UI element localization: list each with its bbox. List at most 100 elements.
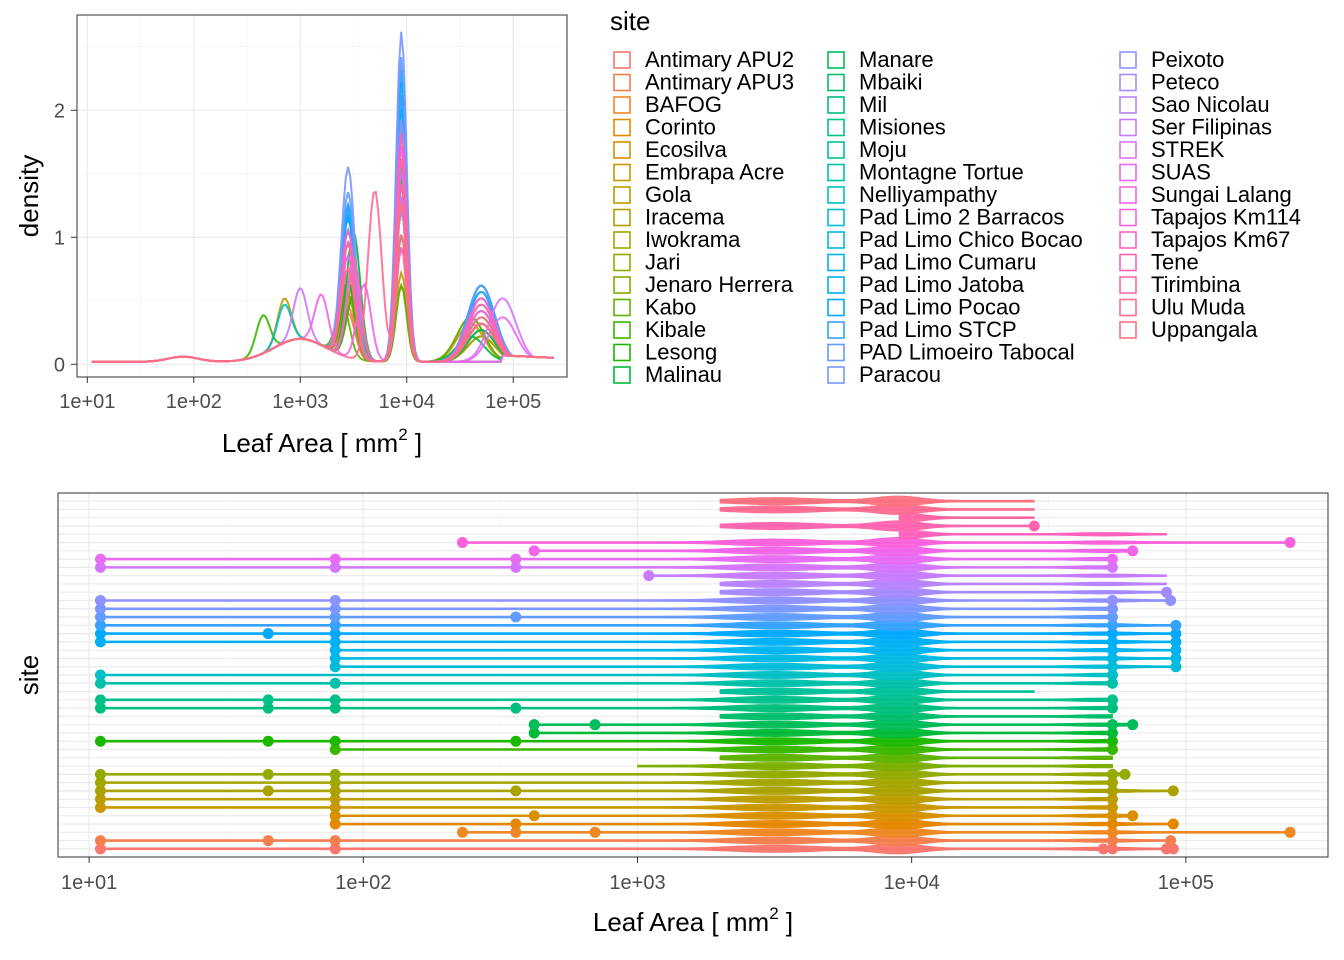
outlier-point <box>1106 810 1118 822</box>
outlier-point <box>1167 843 1179 855</box>
violin-row <box>94 619 1182 631</box>
outlier-point <box>1127 545 1139 557</box>
legend-item: Lesong <box>613 340 717 365</box>
outlier-point <box>329 793 341 805</box>
legend-key <box>613 73 631 92</box>
legend-label: Ulu Muda <box>1151 295 1246 320</box>
violin-row <box>94 793 1118 805</box>
legend-item: Pad Limo STCP <box>827 317 1017 342</box>
legend-item: SUAS <box>1119 160 1211 185</box>
legend-item: Nelliyampathy <box>827 182 997 207</box>
legend-label: BAFOG <box>645 92 722 117</box>
x-tick-label: 1e+04 <box>379 391 435 413</box>
legend-item: Embrapa Acre <box>613 160 784 185</box>
violin-row <box>719 578 1167 590</box>
outlier-point <box>589 826 601 838</box>
outlier-point <box>329 652 341 664</box>
violin-row <box>528 545 1139 557</box>
legend-label: Pad Limo Chico Bocao <box>859 227 1083 252</box>
legend-item: Mil <box>827 92 887 117</box>
violin-row <box>719 586 1172 598</box>
outlier-point <box>1106 619 1118 631</box>
legend-item: Ecosilva <box>613 137 728 162</box>
violin-row <box>528 727 1118 739</box>
legend-key <box>827 231 845 249</box>
legend-label: Mil <box>859 92 887 117</box>
outlier-point <box>329 636 341 648</box>
outlier-point <box>1106 694 1118 706</box>
violin-row <box>94 669 1118 681</box>
legend-item: Tapajos Km67 <box>1119 227 1290 252</box>
violin-panel-border <box>57 492 1329 858</box>
legend-label: Sungai Lalang <box>1151 182 1292 207</box>
outlier-point <box>94 594 106 606</box>
legend-label: Antimary APU3 <box>645 70 794 95</box>
outlier-point <box>94 835 106 847</box>
outlier-point <box>94 636 106 648</box>
legend-key <box>613 366 631 384</box>
outlier-point <box>1119 768 1131 780</box>
violin-row <box>94 611 1118 623</box>
outlier-point <box>329 594 341 606</box>
legend-key <box>827 163 845 182</box>
legend-item: Sao Nicolau <box>1119 92 1270 117</box>
outlier-point <box>1170 619 1182 631</box>
outlier-point <box>1106 661 1118 673</box>
legend-key <box>827 118 845 137</box>
legend-item: Ser Filipinas <box>1119 115 1272 140</box>
density-y-axis-ticks: 0 1 2 <box>54 100 77 376</box>
outlier-point <box>1170 652 1182 664</box>
legend-item: Pad Limo Cumaru <box>827 250 1036 275</box>
legend-item: Pad Limo Jatoba <box>827 272 1025 297</box>
legend-key <box>1119 118 1137 137</box>
outlier-point <box>1167 785 1179 797</box>
violin-row <box>528 719 1139 731</box>
legend-key <box>613 118 631 137</box>
outlier-point <box>1127 719 1139 731</box>
legend-key <box>1119 96 1137 114</box>
x-tick-label: 1e+05 <box>1158 872 1214 894</box>
legend-label: Peixoto <box>1151 47 1224 72</box>
outlier-point <box>1127 810 1139 822</box>
violin-row <box>719 710 1113 722</box>
x-tick-label: 1e+03 <box>272 391 328 413</box>
outlier-point <box>262 702 274 714</box>
legend-key <box>827 73 845 92</box>
x-tick-label: 1e+04 <box>884 872 940 894</box>
legend-title: site <box>610 6 650 36</box>
outlier-point <box>1097 843 1109 855</box>
legend-item: Antimary APU2 <box>613 47 794 72</box>
outlier-point <box>589 719 601 731</box>
outlier-point <box>329 702 341 714</box>
y-tick-label: 0 <box>54 354 65 376</box>
legend-label: Tene <box>1151 250 1199 275</box>
legend-key <box>613 96 631 114</box>
outlier-point <box>262 835 274 847</box>
legend-key <box>1119 298 1137 317</box>
violin-row <box>94 553 1118 565</box>
outlier-point <box>510 785 522 797</box>
outlier-point <box>1170 636 1182 648</box>
outlier-point <box>1167 818 1179 830</box>
violin-marks <box>94 495 1296 855</box>
violin-x-axis-ticks: 1e+01 1e+02 1e+03 1e+04 1e+05 <box>61 857 1214 894</box>
legend-key <box>613 186 631 204</box>
legend-item: Uppangala <box>1119 317 1258 342</box>
outlier-point <box>1106 843 1118 855</box>
legend-label: PAD Limoeiro Tabocal <box>859 340 1075 365</box>
legend-label: Antimary APU2 <box>645 47 794 72</box>
legend-label: Kabo <box>645 295 696 320</box>
violin-y-axis-title: site <box>14 655 44 695</box>
outlier-point <box>510 553 522 565</box>
outlier-point <box>329 661 341 673</box>
outlier-point <box>329 561 341 573</box>
outlier-point <box>329 644 341 656</box>
density-x-axis-title: Leaf Area [ mm2 ] <box>222 425 422 458</box>
legend-key <box>1119 73 1137 92</box>
outlier-point <box>94 669 106 681</box>
outlier-point <box>1106 644 1118 656</box>
outlier-point <box>1160 586 1172 598</box>
violin-row <box>94 677 1118 689</box>
outlier-point <box>528 719 540 731</box>
